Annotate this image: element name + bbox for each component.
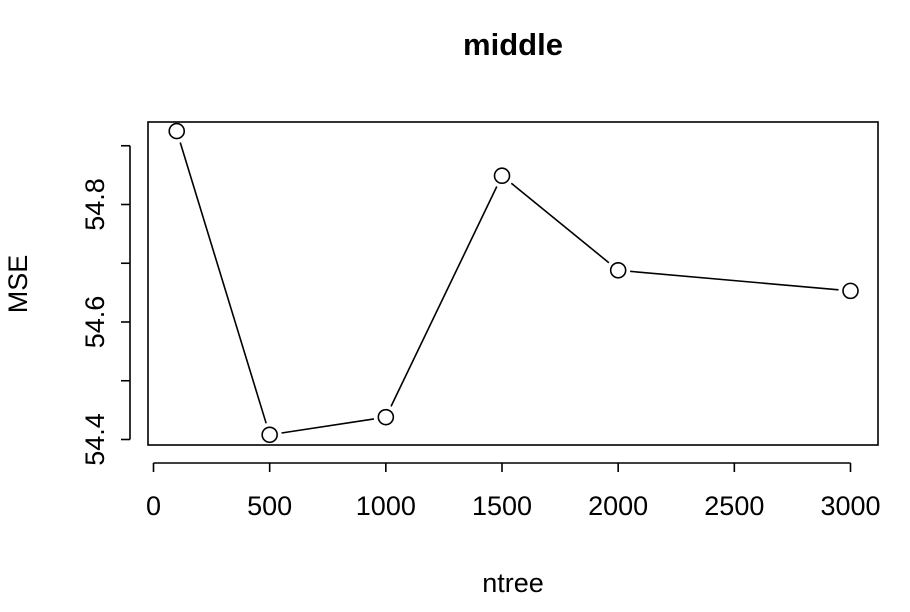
data-point <box>842 282 859 300</box>
chart-title: middle <box>463 27 563 62</box>
data-point <box>261 426 278 444</box>
x-tick-label: 0 <box>146 491 161 521</box>
line-segment <box>179 142 267 424</box>
line-segment <box>630 270 839 291</box>
data-point <box>493 167 511 185</box>
series-mse <box>168 122 859 444</box>
data-point <box>377 408 395 426</box>
x-tick-label: 2000 <box>588 491 648 521</box>
y-axis: 54.4 54.6 54.8 <box>80 144 131 466</box>
x-tick-label: 500 <box>247 491 292 521</box>
x-axis-label: ntree <box>482 568 544 598</box>
data-point <box>609 261 627 279</box>
y-tick-label: 54.8 <box>80 178 110 231</box>
y-tick-label: 54.6 <box>80 296 110 349</box>
y-axis-label: MSE <box>3 255 33 314</box>
y-tick-label: 54.4 <box>80 413 110 466</box>
line-segment <box>281 418 375 434</box>
x-tick-label: 1500 <box>472 491 532 521</box>
line-segment <box>390 186 498 407</box>
line-segment <box>510 182 610 264</box>
x-tick-label: 2500 <box>704 491 764 521</box>
x-tick-label: 3000 <box>820 491 880 521</box>
x-axis: 0 500 1000 1500 2000 2500 3000 <box>146 462 881 521</box>
plot-frame <box>147 121 879 446</box>
x-tick-label: 1000 <box>356 491 416 521</box>
data-point <box>168 122 186 140</box>
